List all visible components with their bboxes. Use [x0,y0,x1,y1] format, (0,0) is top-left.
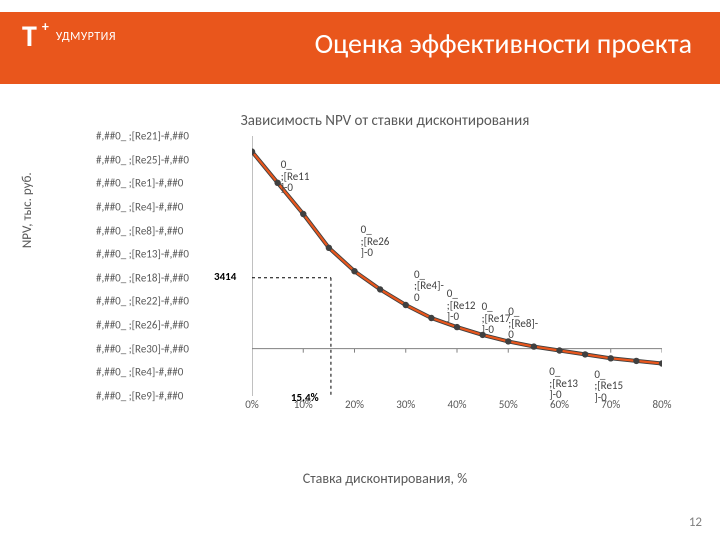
point-label: 0_ ;[Re8]- 0 [508,306,538,341]
y-tick-label: #,##0_ ;[Re25]-#,##0 [96,153,189,166]
point-label: 0_ ;[Re26 ]-0 [361,224,390,259]
point-label: 0_ ;[Re4]- 0 [414,269,444,304]
y-tick-label: #,##0_ ;[Re21]-#,##0 [96,130,189,143]
chart-title: Зависимость NPV от ставки дисконтировани… [90,112,680,130]
y-tick-label: #,##0_ ;[Re4]-#,##0 [96,200,183,213]
slide: T+ УДМУРТИЯ Оценка эффективности проекта… [0,0,720,540]
y-tick-label: #,##0_ ;[Re4]-#,##0 [96,366,183,379]
x-tick-label: 20% [345,398,364,411]
point-label: 0_ ;[Re11 ]-0 [281,159,310,194]
logo-plus-icon: + [42,20,48,34]
page-number: 12 [689,515,702,530]
x-tick-label: 0% [245,398,258,411]
y-tick-label: #,##0_ ;[Re26]-#,##0 [96,319,189,332]
point-label: 0_ ;[Re13 ]-0 [549,366,578,401]
y-tick-label: #,##0_ ;[Re22]-#,##0 [96,295,189,308]
point-label: 0_ ;[Re15 ]-0 [594,369,623,404]
x-axis-title: Ставка дисконтирования, % [90,470,680,487]
logo-t-icon: T+ [22,22,38,52]
x-tick-label: 30% [396,398,415,411]
reference-label: 15.4% [291,392,319,404]
chart-svg [252,136,662,396]
y-tick-label: #,##0_ ;[Re1]-#,##0 [96,177,183,190]
brand-region: УДМУРТИЯ [56,30,116,44]
plot [252,136,662,396]
y-tick-label: #,##0_ ;[Re9]-#,##0 [96,390,183,403]
point-label: 0_ ;[Re17 ]-0 [482,301,511,336]
brand-logo: T+ УДМУРТИЯ [22,22,116,52]
y-axis-title: NPV, тыс. руб. [20,172,35,248]
y-tick-label: #,##0_ ;[Re8]-#,##0 [96,224,183,237]
y-tick-labels: #,##0_ ;[Re21]-#,##0#,##0_ ;[Re25]-#,##0… [96,136,246,396]
x-tick-label: 40% [447,398,466,411]
x-tick-label: 50% [499,398,518,411]
slide-title: Оценка эффективности проекта [315,26,692,61]
y-tick-label: #,##0_ ;[Re13]-#,##0 [96,248,189,261]
reference-label: 3414 [214,271,236,283]
plot-area: NPV, тыс. руб. #,##0_ ;[Re21]-#,##0#,##0… [90,136,680,436]
point-label: 0_ ;[Re12 ]-0 [447,288,476,323]
y-tick-label: #,##0_ ;[Re18]-#,##0 [96,271,189,284]
chart: Зависимость NPV от ставки дисконтировани… [90,112,680,482]
y-tick-label: #,##0_ ;[Re30]-#,##0 [96,342,189,355]
x-tick-label: 80% [652,398,671,411]
